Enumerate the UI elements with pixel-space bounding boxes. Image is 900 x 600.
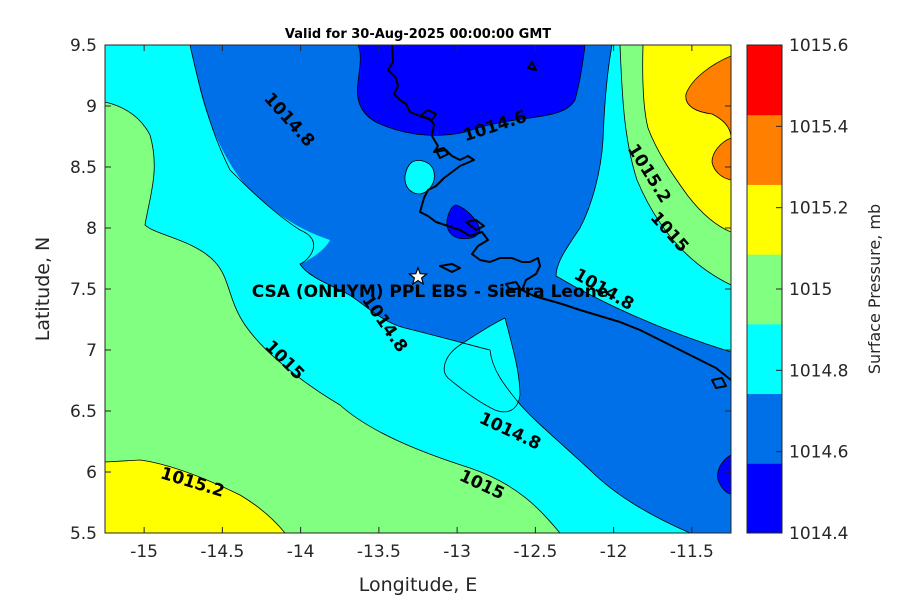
y-tick-label: 8 [86,219,97,239]
colorbar-label: Surface Pressure, mb [865,204,884,374]
contour-line-1015-2-ne [642,45,731,233]
pressure-band-1014-8-bulge [444,318,520,412]
contour-line-1014-4-north [356,45,586,136]
coastline [387,45,731,389]
coastline-peninsula [419,109,485,231]
colorbar-ticks: 1014.4 1014.6 1014.8 1015 1015.2 1015.4 1015.6 [776,36,848,544]
contour-line-1015-4-ne [685,55,731,181]
pressure-band-1014-4-blob [446,205,480,239]
contour-line-island [404,160,435,195]
colorbar-tick-label: 1014.6 [789,443,848,463]
x-tick-label: -15 [130,542,158,562]
y-axis-label: Latitude, N [32,237,54,342]
y-tick-label: 7.5 [70,280,97,300]
x-tick-label: -13 [443,542,471,562]
y-axis-ticks: 5.5 6 6.5 7 7.5 8 8.5 9 9.5 [70,36,731,544]
y-tick-label: 6.5 [70,402,97,422]
colorbar-tick-label: 1015.2 [789,199,848,219]
pressure-band-1015-2-southwest [105,460,285,533]
contour-line-east-edge [717,454,731,495]
y-tick-label: 8.5 [70,158,97,178]
x-tick-label: -12.5 [513,542,557,562]
site-star-icon[interactable] [407,266,429,286]
y-tick-label: 6 [86,463,97,483]
colorbar-band [747,114,782,185]
colorbar-tick-label: 1015 [789,280,832,300]
x-tick-label: -13.5 [357,542,401,562]
y-tick-label: 9.5 [70,36,97,56]
contour-line-bulge [443,317,521,413]
colorbar-band [747,393,782,464]
pressure-band-1014-8-island [404,160,435,194]
x-tick-label: -11.5 [670,542,714,562]
site-marker[interactable] [407,266,429,286]
pressure-band-1014-6 [190,45,731,533]
colorbar-tick-label: 1015.4 [789,117,848,137]
contour-line-1014-6-east [555,45,731,353]
colorbar-tick-label: 1014.4 [789,524,848,544]
colorbar-band [747,323,782,395]
contour-line-1015-2-sw [105,459,286,533]
colorbar-tick-label: 1015.6 [789,36,848,56]
colorbar: 1014.4 1014.6 1014.8 1015 1015.2 1015.4 1015.6… [746,36,884,544]
contour-line-1014-8-east [619,45,731,286]
x-tick-label: -14.5 [200,542,244,562]
colorbar-tick-label: 1014.8 [789,361,848,381]
site-label: CSA (ONHYM) PPL EBS - Sierra Leone [252,282,609,302]
map-title: Valid for 30-Aug-2025 00:00:00 GMT [285,27,551,42]
colorbar-bands [747,45,782,534]
coastline-islands [439,61,727,389]
y-tick-label: 9 [86,97,97,117]
contour-line-1014-6-outer [189,45,691,533]
contour-line-1014-8-west [105,101,561,533]
y-tick-label: 7 [86,341,97,361]
x-axis-ticks: -15 -14.5 -14 -13.5 -13 -12.5 -12 -11.5 [130,45,714,562]
colorbar-band [747,184,782,255]
x-tick-label: -12 [600,542,628,562]
colorbar-band [747,463,782,534]
x-axis-label: Longitude, E [359,574,478,596]
x-tick-label: -14 [287,542,315,562]
y-tick-label: 5.5 [70,524,97,544]
colorbar-band [747,45,782,116]
pressure-band-1015-4-northeast [685,56,731,180]
pressure-contour-field [105,45,731,533]
contour-lines [105,45,731,533]
